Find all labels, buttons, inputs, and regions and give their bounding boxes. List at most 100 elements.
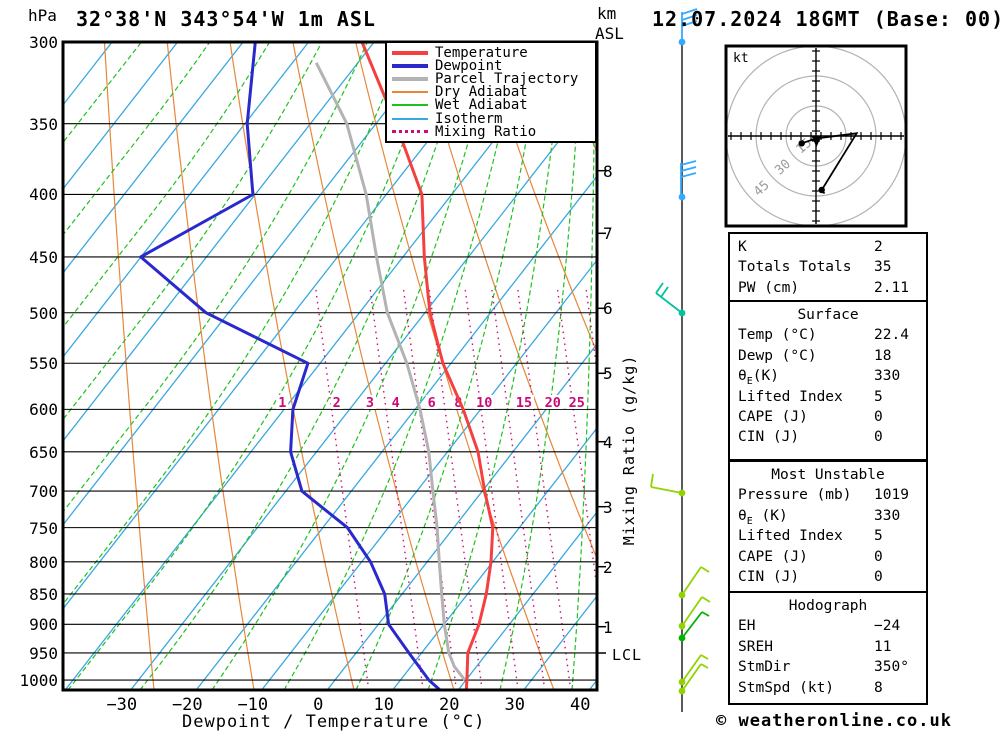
km-tick-label-6: 6: [603, 299, 613, 319]
legend-item-isotherm: Isotherm: [387, 110, 595, 127]
wind-barb-dot-950: [678, 634, 686, 642]
legend-line-sample: [392, 50, 428, 55]
page-title: 32°38'N 343°54'W 1m ASL: [76, 7, 376, 31]
legend-item-dry-adiabat: Dry Adiabat: [387, 84, 595, 100]
table-row-label: CIN (J): [738, 429, 800, 446]
table-row-value: 1019: [874, 487, 909, 504]
x-tick-label-0: 0: [313, 695, 324, 715]
x-tick-label--20: −20: [171, 695, 203, 715]
mixing-ratio-value-label: 20: [545, 395, 561, 411]
isotherm-line: [130, 91, 597, 690]
x-axis-title: Dewpoint / Temperature (°C): [182, 712, 486, 732]
hodograph-arrow-head: [811, 136, 822, 147]
legend-item-label: Mixing Ratio: [435, 123, 537, 140]
table-row-value: 350°: [874, 659, 909, 676]
mixing-ratio-line: [369, 289, 424, 690]
wind-barb-500: [655, 292, 683, 314]
table-row-label: EH: [738, 618, 756, 635]
km-axis-header-asl: ASL: [595, 24, 624, 43]
legend-item-wet-adiabat: Wet Adiabat: [387, 97, 595, 113]
copyright-footer: © weatheronline.co.uk: [716, 711, 952, 731]
km-tick-label-1: 1: [603, 617, 613, 637]
wind-barb-700: [650, 486, 683, 494]
table-header: Hodograph: [788, 598, 868, 614]
table-row: PW (cm) 2.11: [730, 278, 926, 298]
wind-barb-dot-500: [678, 309, 686, 317]
table-row: θE (K) 330: [730, 506, 926, 527]
legend-line-sample: [392, 104, 428, 107]
wind-barb-dot-900: [678, 622, 686, 630]
legend-item-parcel-trajectory: Parcel Trajectory: [387, 71, 595, 87]
wind-barb-dot-1019: [678, 687, 686, 695]
wet-adiabat-line: [63, 42, 369, 513]
wind-barb-400: [680, 160, 697, 166]
table-row: EH −24: [730, 616, 926, 636]
mixing-ratio-value-label: 8: [454, 395, 462, 411]
plot-border: [61, 40, 599, 692]
isotherm-line: [64, 42, 572, 690]
x-tick-label--10: −10: [237, 695, 269, 715]
dry-adiabat-line: [229, 42, 355, 690]
mixing-label-bg: [389, 395, 402, 409]
table-row-label: PW (cm): [738, 279, 800, 296]
km-tick-label-4: 4: [603, 432, 613, 452]
hodograph-ring-label: 15: [793, 136, 815, 158]
parcel-trajectory-curve: [314, 62, 467, 682]
pressure-label-800: 800: [29, 552, 58, 572]
mixing-ratio-value-label: 1: [278, 395, 286, 411]
table-row-label: CAPE (J): [738, 408, 808, 425]
mixing-label-bg: [566, 395, 587, 409]
hodograph-trace-dot: [798, 140, 805, 147]
table-row-label: Lifted Index: [738, 388, 843, 405]
table-row: Temp (°C) 22.4: [730, 325, 926, 345]
wind-barb-dot-400: [678, 193, 686, 201]
isotherm-line: [261, 259, 597, 690]
mixing-ratio-value-label: 25: [569, 395, 585, 411]
pressure-label-650: 650: [29, 442, 58, 462]
wet-adiabat-line: [139, 42, 470, 690]
table-row: CAPE (J) 0: [730, 547, 926, 567]
pressure-label-600: 600: [29, 400, 58, 420]
table-row-label: StmDir: [738, 659, 791, 676]
table-row-label: StmSpd (kt): [738, 679, 835, 696]
wet-adiabat-line: [427, 42, 564, 690]
table-row-label: CIN (J): [738, 568, 800, 585]
x-tick-label-20: 20: [439, 695, 460, 715]
wind-barb-1019: [681, 663, 702, 692]
table-row: Pressure (mb) 1019: [730, 485, 926, 505]
dry-adiabat-line: [417, 42, 597, 561]
table-row-value: 330: [874, 507, 901, 524]
wind-barb-300: [681, 14, 698, 21]
wet-adiabat-line: [211, 42, 496, 690]
wind-barb-900: [681, 596, 703, 627]
legend-item-mixing-ratio: Mixing Ratio: [387, 123, 595, 140]
mixing-ratio-line: [428, 289, 483, 690]
legend-line-sample: [392, 130, 428, 134]
hodograph-ring-label: 45: [751, 178, 773, 200]
table-row: Lifted Index 5: [730, 526, 926, 546]
table-row-value: 8: [874, 679, 883, 696]
table-row: SREH 11: [730, 637, 926, 657]
legend-line-sample: [392, 91, 428, 94]
table-row-value: 5: [874, 388, 883, 405]
hodograph-ring-label: 30: [772, 157, 794, 179]
pressure-label-350: 350: [29, 114, 58, 134]
legend-item-label: Isotherm: [435, 110, 503, 127]
km-tick-label-8: 8: [603, 161, 613, 181]
isotherm-line: [63, 42, 506, 610]
table-row-value: 35: [874, 259, 892, 276]
dry-adiabat-line: [166, 42, 255, 690]
mixing-label-bg: [425, 395, 438, 409]
table-most-unstable: Most Unstable Pressure (mb) 1019 θE (K) 330 L…: [728, 460, 928, 594]
wind-barb-500: [660, 286, 669, 298]
isotherm-line: [326, 343, 597, 690]
wind-barb-dot-1000: [678, 678, 686, 686]
table-indices: K 2 Totals Totals 35 PW (cm) 2.11: [728, 232, 928, 303]
pressure-label-300: 300: [29, 33, 58, 52]
km-tick-label-3: 3: [603, 497, 613, 517]
x-tick-label-10: 10: [373, 695, 395, 715]
x-tick-label--30: −30: [106, 695, 138, 715]
mixing-ratio-line: [402, 289, 458, 690]
x-tick-label-30: 30: [504, 695, 526, 715]
